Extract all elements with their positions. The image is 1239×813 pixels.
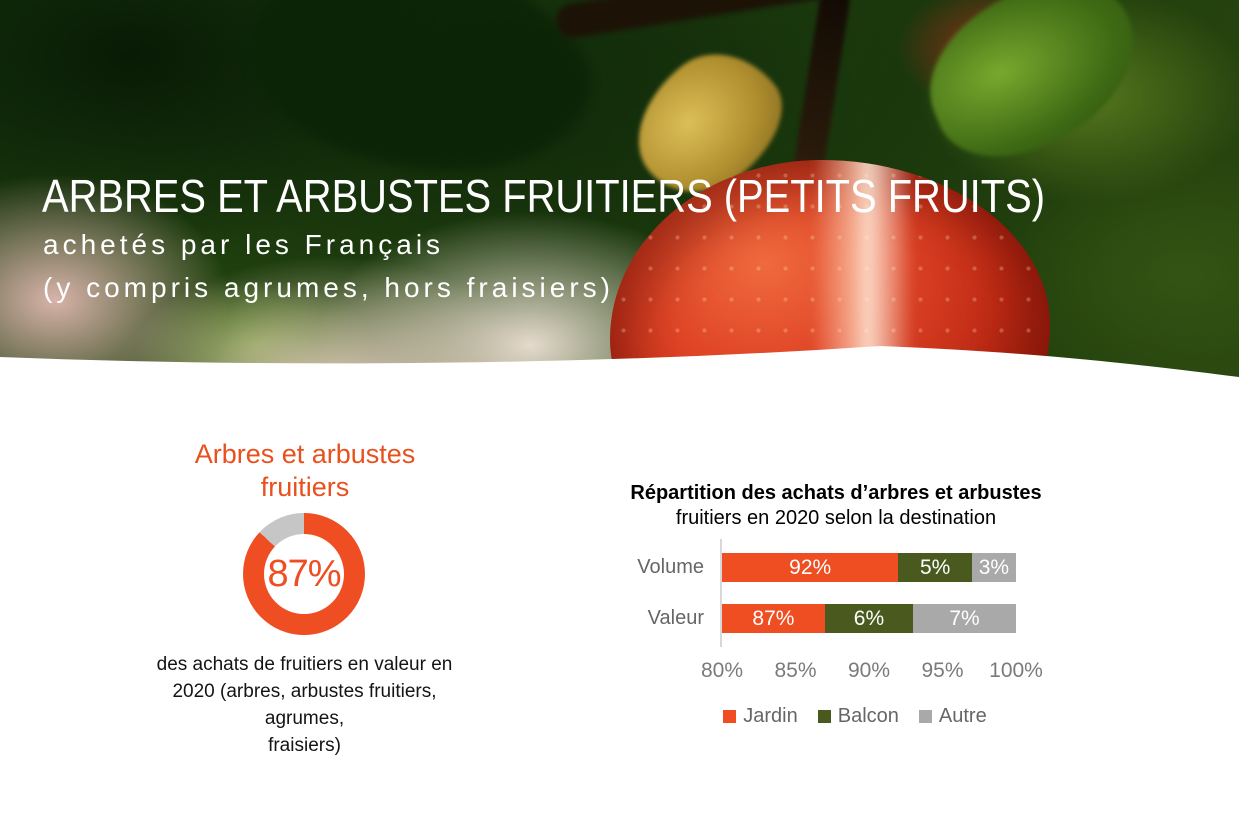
bar-segment-label: 5% xyxy=(919,555,951,579)
bar-segment-label: 3% xyxy=(978,555,1010,579)
axis-tick-label: 90% xyxy=(847,659,891,682)
bar-row: 92% 5% 3% xyxy=(722,553,1016,582)
donut-section-title-line1: Arbres et arbustes xyxy=(194,439,416,469)
axis-tick-label: 85% xyxy=(774,659,817,682)
bar-row-label: Volume xyxy=(637,556,704,578)
bar-chart-axis-line xyxy=(720,539,722,647)
bar-row: 87% 6% 7% xyxy=(722,604,1016,633)
donut-value-label: 87% xyxy=(267,552,341,595)
white-wave-divider xyxy=(0,346,1239,415)
legend-label: Jardin xyxy=(743,705,798,727)
bar-chart-title-line2: fruitiers en 2020 selon la destination xyxy=(675,507,997,529)
donut-caption-line2: 2020 (arbres, arbustes fruitiers, agrume… xyxy=(172,681,437,729)
donut-section-title-line2: fruitiers xyxy=(260,472,350,502)
page-title: ARBRES ET ARBUSTES FRUITIERS (PETITS FRU… xyxy=(42,173,1199,219)
bar-segment-label: 92% xyxy=(789,555,832,579)
bar-segment: 92% xyxy=(722,553,899,582)
bar-segment-label: 7% xyxy=(949,606,980,630)
legend-swatch xyxy=(817,710,831,723)
donut-caption-line1: des achats de fruitiers en valeur en xyxy=(156,654,453,675)
bar-segment: 3% xyxy=(971,553,1016,582)
legend-item: Jardin xyxy=(723,705,798,728)
donut-ring: 87% xyxy=(243,513,365,635)
header-photo: ARBRES ET ARBUSTES FRUITIERS (PETITS FRU… xyxy=(0,0,1239,415)
page-title-text: ARBRES ET ARBUSTES FRUITIERS (PETITS FRU… xyxy=(42,170,1045,222)
donut-caption-line3: fraisiers) xyxy=(268,735,341,756)
legend-swatch xyxy=(918,710,932,723)
page-subtitle-line1: achetés par les Français xyxy=(43,229,445,260)
page-subtitle-line2: (y compris agrumes, hors fraisiers) xyxy=(43,272,614,303)
bar-chart-x-axis: 80% 85% 90% 95% 100% xyxy=(701,659,1043,685)
bar-chart-title: Répartition des achats d’arbres et arbus… xyxy=(620,481,1052,531)
legend-label: Autre xyxy=(938,705,987,727)
donut-section-title: Arbres et arbustes fruitiers xyxy=(120,438,490,504)
axis-tick-label: 100% xyxy=(989,659,1043,682)
bar-segment: 5% xyxy=(898,553,972,582)
bar-segment: 87% xyxy=(722,604,825,633)
axis-tick-label: 80% xyxy=(700,659,744,682)
legend-swatch xyxy=(723,710,737,723)
legend-item: Balcon xyxy=(817,705,899,728)
bar-segment: 7% xyxy=(913,604,1016,633)
bar-chart-legend: Jardin Balcon Autre xyxy=(640,705,1070,728)
bar-segment: 6% xyxy=(824,604,914,633)
bar-segment-label: 87% xyxy=(752,606,795,630)
bar-row-label: Valeur xyxy=(647,607,704,629)
legend-label: Balcon xyxy=(837,705,899,727)
green-leaf-shape xyxy=(904,0,1161,179)
bar-segment-label: 6% xyxy=(853,606,885,630)
legend-item: Autre xyxy=(918,705,987,728)
donut-caption: des achats de fruitiers en valeur en 202… xyxy=(132,651,477,759)
bar-chart-title-line1: Répartition des achats d’arbres et arbus… xyxy=(630,482,1042,504)
axis-tick-label: 95% xyxy=(921,659,964,682)
